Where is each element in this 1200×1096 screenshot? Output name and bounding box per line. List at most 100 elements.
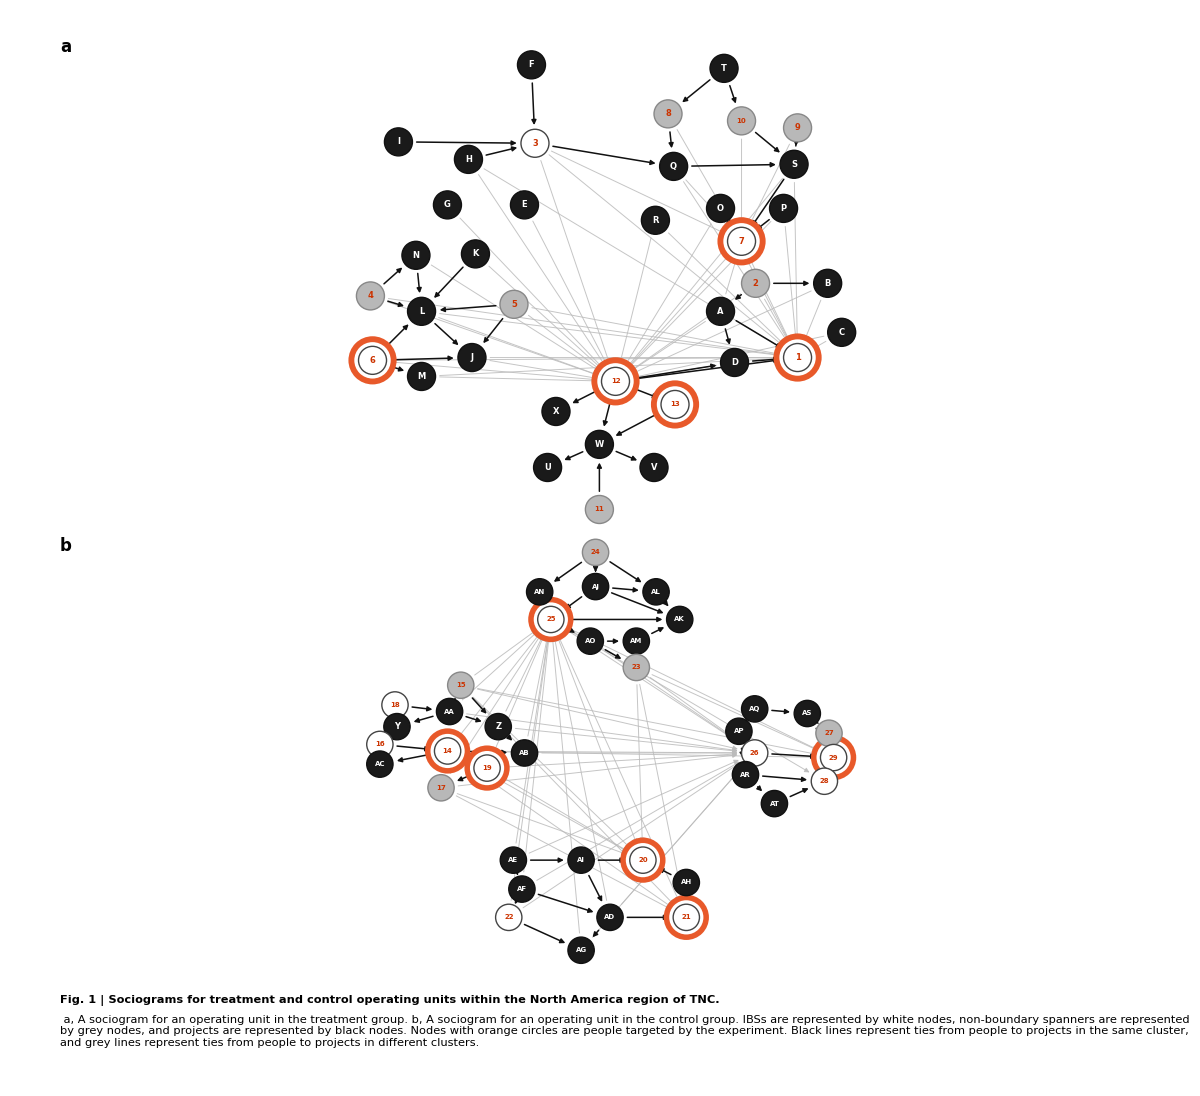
Circle shape bbox=[455, 146, 482, 173]
Circle shape bbox=[510, 191, 539, 219]
Text: 8: 8 bbox=[665, 110, 671, 118]
Circle shape bbox=[724, 224, 760, 260]
Circle shape bbox=[448, 672, 474, 698]
Circle shape bbox=[742, 270, 769, 297]
Text: AF: AF bbox=[517, 886, 527, 892]
Circle shape bbox=[784, 343, 811, 372]
Circle shape bbox=[623, 654, 649, 681]
Text: Z: Z bbox=[496, 722, 502, 731]
Text: V: V bbox=[650, 463, 658, 472]
Text: 25: 25 bbox=[546, 616, 556, 623]
Text: I: I bbox=[397, 137, 400, 147]
Circle shape bbox=[428, 775, 454, 801]
Text: 12: 12 bbox=[611, 378, 620, 385]
Circle shape bbox=[643, 579, 670, 605]
Text: 29: 29 bbox=[829, 754, 839, 761]
Text: 21: 21 bbox=[682, 914, 691, 921]
Circle shape bbox=[534, 603, 568, 637]
Text: AR: AR bbox=[740, 772, 751, 778]
Text: G: G bbox=[444, 201, 451, 209]
Text: S: S bbox=[791, 160, 797, 169]
Text: 1: 1 bbox=[794, 353, 800, 362]
Text: T: T bbox=[721, 64, 727, 72]
Text: 9: 9 bbox=[794, 124, 800, 133]
Text: N: N bbox=[413, 251, 420, 260]
Circle shape bbox=[433, 191, 462, 219]
Circle shape bbox=[742, 696, 768, 722]
Text: 19: 19 bbox=[482, 765, 492, 772]
Circle shape bbox=[509, 876, 535, 902]
Circle shape bbox=[816, 741, 851, 775]
Text: 5: 5 bbox=[511, 300, 517, 309]
Circle shape bbox=[761, 790, 787, 817]
Circle shape bbox=[462, 240, 490, 267]
Text: O: O bbox=[718, 204, 724, 213]
Text: AE: AE bbox=[509, 857, 518, 864]
Circle shape bbox=[431, 734, 464, 768]
Circle shape bbox=[534, 454, 562, 481]
Text: 11: 11 bbox=[594, 506, 605, 513]
Circle shape bbox=[367, 751, 394, 777]
Text: 13: 13 bbox=[670, 401, 680, 408]
Text: B: B bbox=[824, 278, 830, 288]
Text: W: W bbox=[595, 439, 604, 449]
Text: AG: AG bbox=[576, 947, 587, 954]
Circle shape bbox=[710, 55, 738, 82]
Circle shape bbox=[794, 700, 821, 727]
Circle shape bbox=[474, 755, 500, 781]
Circle shape bbox=[623, 628, 649, 654]
Text: A: A bbox=[718, 307, 724, 316]
Text: 18: 18 bbox=[390, 701, 400, 708]
Circle shape bbox=[780, 150, 808, 179]
Circle shape bbox=[727, 107, 756, 135]
Text: AM: AM bbox=[630, 638, 642, 644]
Circle shape bbox=[620, 837, 666, 882]
Text: 26: 26 bbox=[750, 750, 760, 756]
Circle shape bbox=[779, 340, 816, 376]
Circle shape bbox=[384, 128, 413, 156]
Circle shape bbox=[500, 290, 528, 318]
Text: 24: 24 bbox=[590, 549, 600, 556]
Text: 23: 23 bbox=[631, 664, 641, 671]
Text: 6: 6 bbox=[370, 356, 376, 365]
Text: Y: Y bbox=[394, 722, 400, 731]
Text: AN: AN bbox=[534, 589, 545, 595]
Circle shape bbox=[784, 114, 811, 141]
Text: M: M bbox=[418, 372, 426, 381]
Circle shape bbox=[521, 129, 548, 158]
Text: D: D bbox=[731, 358, 738, 367]
Text: a, A sociogram for an operating unit in the treatment group. b, A sociogram for : a, A sociogram for an operating unit in … bbox=[60, 1015, 1189, 1048]
Circle shape bbox=[661, 390, 689, 419]
Circle shape bbox=[626, 843, 660, 877]
Circle shape bbox=[660, 152, 688, 181]
Circle shape bbox=[402, 241, 430, 270]
Circle shape bbox=[666, 606, 692, 632]
Circle shape bbox=[384, 713, 410, 740]
Circle shape bbox=[707, 194, 734, 222]
Text: J: J bbox=[470, 353, 474, 362]
Text: Q: Q bbox=[670, 162, 677, 171]
Circle shape bbox=[592, 357, 640, 406]
Text: AT: AT bbox=[769, 800, 779, 807]
Text: AO: AO bbox=[584, 638, 596, 644]
Circle shape bbox=[726, 718, 752, 744]
Circle shape bbox=[673, 869, 700, 895]
Text: 4: 4 bbox=[367, 292, 373, 300]
Circle shape bbox=[470, 751, 504, 785]
Circle shape bbox=[596, 904, 623, 931]
Circle shape bbox=[742, 740, 768, 766]
Text: 28: 28 bbox=[820, 778, 829, 785]
Text: AH: AH bbox=[680, 879, 692, 886]
Text: AA: AA bbox=[444, 708, 455, 715]
Circle shape bbox=[354, 342, 391, 378]
Text: C: C bbox=[839, 328, 845, 336]
Circle shape bbox=[485, 713, 511, 740]
Text: AQ: AQ bbox=[749, 706, 761, 712]
Circle shape bbox=[582, 539, 608, 566]
Circle shape bbox=[732, 762, 758, 788]
Text: AS: AS bbox=[802, 710, 812, 717]
Text: E: E bbox=[522, 201, 527, 209]
Circle shape bbox=[527, 579, 553, 605]
Circle shape bbox=[642, 206, 670, 235]
Circle shape bbox=[640, 454, 668, 481]
